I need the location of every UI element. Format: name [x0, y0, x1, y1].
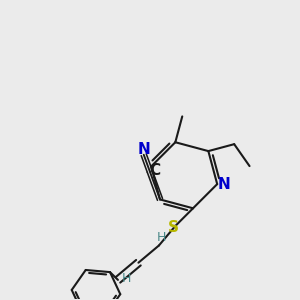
- Text: C: C: [150, 163, 161, 178]
- Text: H: H: [122, 272, 131, 285]
- Text: N: N: [218, 177, 230, 192]
- Text: N: N: [137, 142, 150, 157]
- Text: S: S: [168, 220, 179, 235]
- Text: H: H: [157, 231, 167, 244]
